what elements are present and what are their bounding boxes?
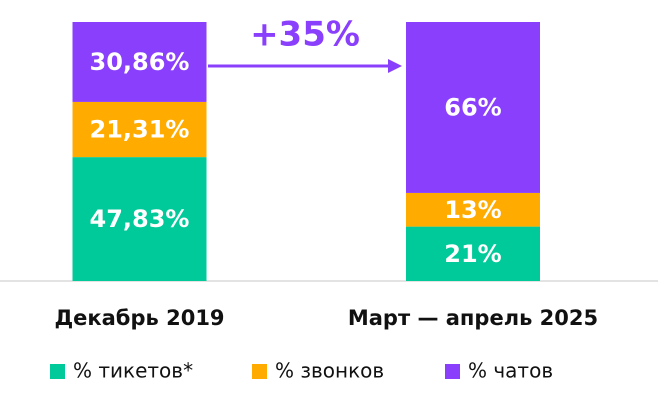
value-label: 47,83% <box>90 205 190 233</box>
legend-swatch <box>252 364 267 379</box>
bar-segment <box>406 226 540 281</box>
value-label: 30,86% <box>90 48 190 76</box>
value-label: 66% <box>444 93 501 121</box>
legend-label: % тикетов* <box>73 359 193 383</box>
value-label: 13% <box>444 196 501 224</box>
bar-segment <box>72 101 207 158</box>
category-label: Декабрь 2019 <box>54 306 224 330</box>
value-label: 21,31% <box>90 116 190 144</box>
legend-swatch <box>445 364 460 379</box>
legend-label: % звонков <box>275 359 384 383</box>
legend-label: % чатов <box>468 359 553 383</box>
arrow-head <box>388 59 402 73</box>
value-label: 21% <box>444 240 501 268</box>
category-label: Март — апрель 2025 <box>348 306 598 330</box>
bar-segment <box>72 157 207 281</box>
growth-annotation: +35% <box>250 15 360 55</box>
legend-swatch <box>50 364 65 379</box>
bar-segment <box>72 22 207 102</box>
bar-segment <box>406 22 540 193</box>
bar-segment <box>406 192 540 227</box>
